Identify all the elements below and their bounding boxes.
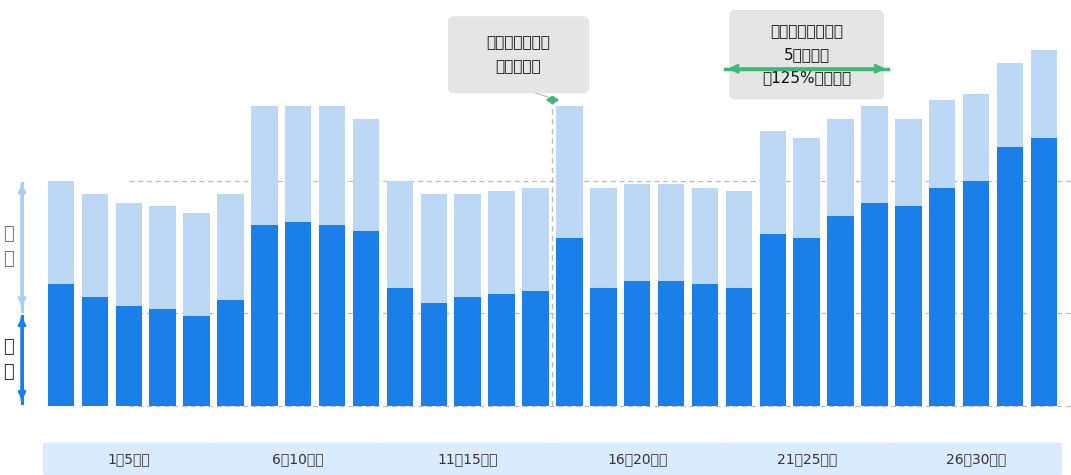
- Bar: [352, 119, 379, 406]
- Bar: [963, 94, 990, 406]
- Bar: [1030, 137, 1057, 406]
- Bar: [692, 188, 719, 406]
- Bar: [183, 212, 210, 406]
- Bar: [1030, 50, 1057, 406]
- Bar: [556, 238, 583, 406]
- Text: 金利の見直しは
半年に一度: 金利の見直しは 半年に一度: [486, 36, 550, 74]
- Bar: [387, 181, 413, 406]
- Bar: [827, 119, 854, 406]
- FancyBboxPatch shape: [212, 443, 384, 475]
- Bar: [726, 287, 752, 406]
- Bar: [217, 194, 244, 406]
- Bar: [48, 285, 74, 406]
- Bar: [929, 100, 955, 406]
- Bar: [81, 297, 108, 406]
- Bar: [217, 300, 244, 406]
- Bar: [454, 194, 481, 406]
- Bar: [963, 181, 990, 406]
- Text: 11～15年目: 11～15年目: [437, 452, 498, 466]
- Bar: [794, 238, 820, 406]
- Bar: [81, 194, 108, 406]
- Text: 6～10年目: 6～10年目: [272, 452, 325, 466]
- FancyBboxPatch shape: [552, 443, 723, 475]
- Text: 16～20年目: 16～20年目: [607, 452, 667, 466]
- Bar: [116, 306, 142, 406]
- Bar: [794, 137, 820, 406]
- Text: 26～30年目: 26～30年目: [946, 452, 1007, 466]
- Bar: [692, 285, 719, 406]
- Text: 1～5年目: 1～5年目: [107, 452, 150, 466]
- Text: 元
本: 元 本: [3, 338, 14, 381]
- Bar: [827, 216, 854, 406]
- Bar: [150, 309, 176, 406]
- Bar: [929, 188, 955, 406]
- Bar: [590, 287, 617, 406]
- Bar: [523, 291, 548, 406]
- Bar: [352, 231, 379, 406]
- Text: 返済額の見直しは
5年に一度
（125%が上限）: 返済額の見直しは 5年に一度 （125%が上限）: [763, 24, 851, 86]
- Bar: [387, 287, 413, 406]
- Bar: [319, 106, 345, 406]
- FancyBboxPatch shape: [448, 16, 589, 93]
- Bar: [726, 190, 752, 406]
- Bar: [251, 225, 277, 406]
- Bar: [523, 188, 548, 406]
- FancyBboxPatch shape: [890, 443, 1062, 475]
- Bar: [590, 188, 617, 406]
- Bar: [454, 297, 481, 406]
- Bar: [759, 234, 786, 406]
- Bar: [251, 106, 277, 406]
- FancyBboxPatch shape: [729, 10, 884, 99]
- Bar: [997, 147, 1023, 406]
- Bar: [183, 315, 210, 406]
- Bar: [658, 184, 684, 406]
- FancyBboxPatch shape: [381, 443, 554, 475]
- Bar: [658, 281, 684, 406]
- Text: 利
息: 利 息: [3, 225, 14, 268]
- Bar: [116, 203, 142, 406]
- Bar: [285, 222, 312, 406]
- Bar: [895, 206, 921, 406]
- Bar: [556, 106, 583, 406]
- Bar: [488, 190, 515, 406]
- Bar: [150, 206, 176, 406]
- Bar: [895, 119, 921, 406]
- Bar: [488, 294, 515, 406]
- Bar: [48, 181, 74, 406]
- Bar: [759, 131, 786, 406]
- FancyBboxPatch shape: [721, 443, 893, 475]
- FancyBboxPatch shape: [43, 443, 215, 475]
- Bar: [421, 303, 447, 406]
- Bar: [861, 106, 888, 406]
- Text: 21～25年目: 21～25年目: [776, 452, 836, 466]
- Bar: [319, 225, 345, 406]
- Bar: [624, 281, 650, 406]
- Bar: [285, 106, 312, 406]
- Bar: [624, 184, 650, 406]
- Bar: [997, 63, 1023, 406]
- Bar: [421, 194, 447, 406]
- Bar: [861, 203, 888, 406]
